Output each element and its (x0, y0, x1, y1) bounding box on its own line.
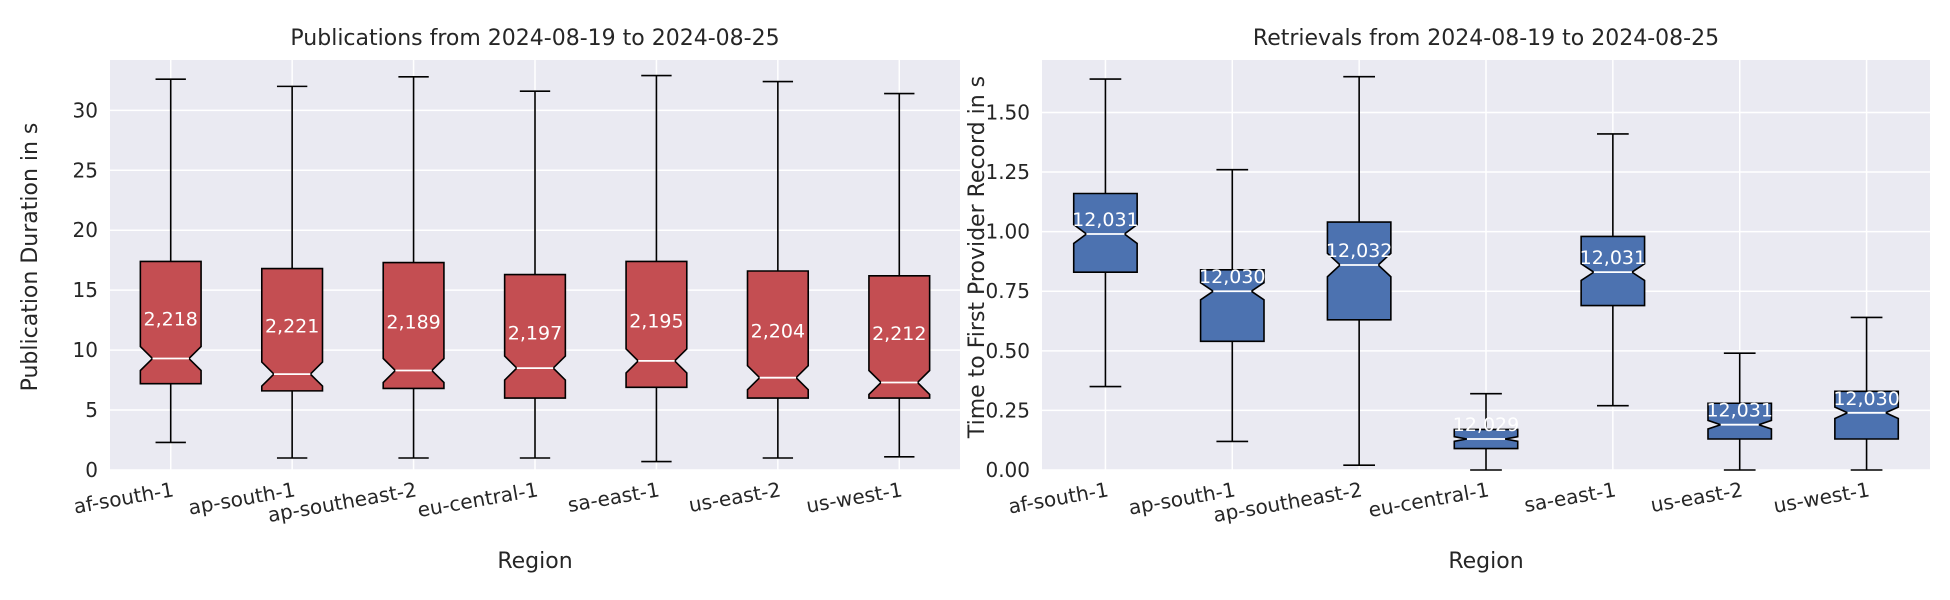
x-tick-label: sa-east-1 (1522, 477, 1617, 517)
x-tick-label: us-west-1 (804, 477, 904, 518)
box-body (382, 261, 445, 390)
publications-chart: 2,218 2,221 2,189 2,197 2,195 2,204 2,212 0 5 10… (18, 26, 960, 574)
box-body (260, 267, 324, 392)
y-tick-label: 20 (73, 218, 98, 242)
box-ap-southeast-2: 12,032 (1326, 75, 1392, 467)
box-body (1580, 235, 1646, 307)
box-body (868, 274, 931, 399)
box-body (1707, 402, 1773, 440)
y-tick-label: 15 (73, 278, 98, 302)
x-tick-label: eu-central-1 (1367, 477, 1491, 522)
y-tick-label: 1.50 (985, 100, 1030, 124)
count-label: 2,218 (144, 309, 198, 331)
box-af-south-1: 2,218 (139, 78, 202, 444)
count-label: 2,204 (751, 321, 805, 343)
box-body (746, 270, 810, 399)
box-body (139, 260, 202, 385)
y-axis-label: Time to First Provider Record in s (965, 76, 990, 439)
count-label: 2,221 (265, 316, 319, 338)
x-tick-label: sa-east-1 (566, 477, 661, 517)
x-tick-label: af-south-1 (72, 477, 176, 518)
x-axis-label: Region (1448, 549, 1523, 574)
box-ap-south-1: 12,030 (1199, 168, 1266, 443)
count-label: 2,197 (508, 322, 562, 344)
box-body (1834, 390, 1900, 440)
box-af-south-1: 12,031 (1072, 78, 1139, 388)
count-label: 2,195 (629, 310, 683, 332)
box-body (1199, 268, 1265, 343)
y-tick-label: 5 (85, 398, 98, 422)
y-tick-label: 1.25 (985, 160, 1030, 184)
x-tick-label: us-west-1 (1772, 477, 1872, 518)
box-sa-east-1: 2,195 (625, 74, 688, 463)
y-tick-label: 30 (73, 98, 98, 122)
count-label: 12,031 (1580, 247, 1646, 269)
count-label: 12,032 (1326, 240, 1392, 262)
count-label: 12,031 (1706, 400, 1772, 422)
box-us-east-2: 12,031 (1706, 352, 1773, 471)
box-us-west-1: 2,212 (868, 92, 931, 458)
y-tick-label: 0.75 (985, 279, 1030, 303)
y-tick-label: 0.50 (985, 339, 1030, 363)
boxes: 2,218 2,221 2,189 2,197 2,195 2,204 2,212 (139, 74, 931, 463)
box-us-west-1: 12,030 (1833, 316, 1900, 471)
x-tick-label: us-east-2 (687, 477, 783, 517)
box-body (1072, 192, 1138, 273)
y-tick-label: 1.00 (985, 220, 1030, 244)
count-label: 12,030 (1833, 388, 1899, 410)
y-tick-label: 0 (85, 458, 98, 482)
count-label: 2,189 (386, 312, 440, 334)
count-label: 12,031 (1072, 209, 1138, 231)
box-ap-south-1: 2,221 (260, 85, 324, 459)
box-sa-east-1: 12,031 (1580, 133, 1646, 407)
chart-title: Publications from 2024-08-19 to 2024-08-… (290, 26, 779, 51)
count-label: 2,212 (872, 323, 926, 345)
chart-title: Retrievals from 2024-08-19 to 2024-08-25 (1253, 26, 1719, 51)
box-body (1326, 221, 1392, 321)
box-eu-central-1: 12,029 (1453, 392, 1519, 471)
y-tick-label: 25 (73, 158, 98, 182)
retrievals-chart: 12,031 12,030 12,032 12,029 12,031 12,031 12,0… (965, 26, 1930, 574)
box-ap-southeast-2: 2,189 (382, 75, 445, 459)
box-body (625, 260, 688, 389)
x-tick-label: eu-central-1 (416, 477, 540, 522)
y-tick-label: 0.25 (985, 398, 1030, 422)
x-tick-label: af-south-1 (1006, 477, 1110, 518)
x-tick-label: us-east-2 (1649, 477, 1745, 517)
box-eu-central-1: 2,197 (503, 90, 567, 459)
count-label: 12,029 (1453, 414, 1519, 436)
count-label: 12,030 (1199, 266, 1265, 288)
y-tick-label: 10 (73, 338, 98, 362)
boxes: 12,031 12,030 12,032 12,029 12,031 12,031 12,0… (1072, 75, 1900, 471)
y-axis-label: Publication Duration in s (18, 123, 43, 392)
x-axis-label: Region (497, 549, 572, 574)
box-us-east-2: 2,204 (746, 80, 810, 459)
y-tick-label: 0.00 (985, 458, 1030, 482)
